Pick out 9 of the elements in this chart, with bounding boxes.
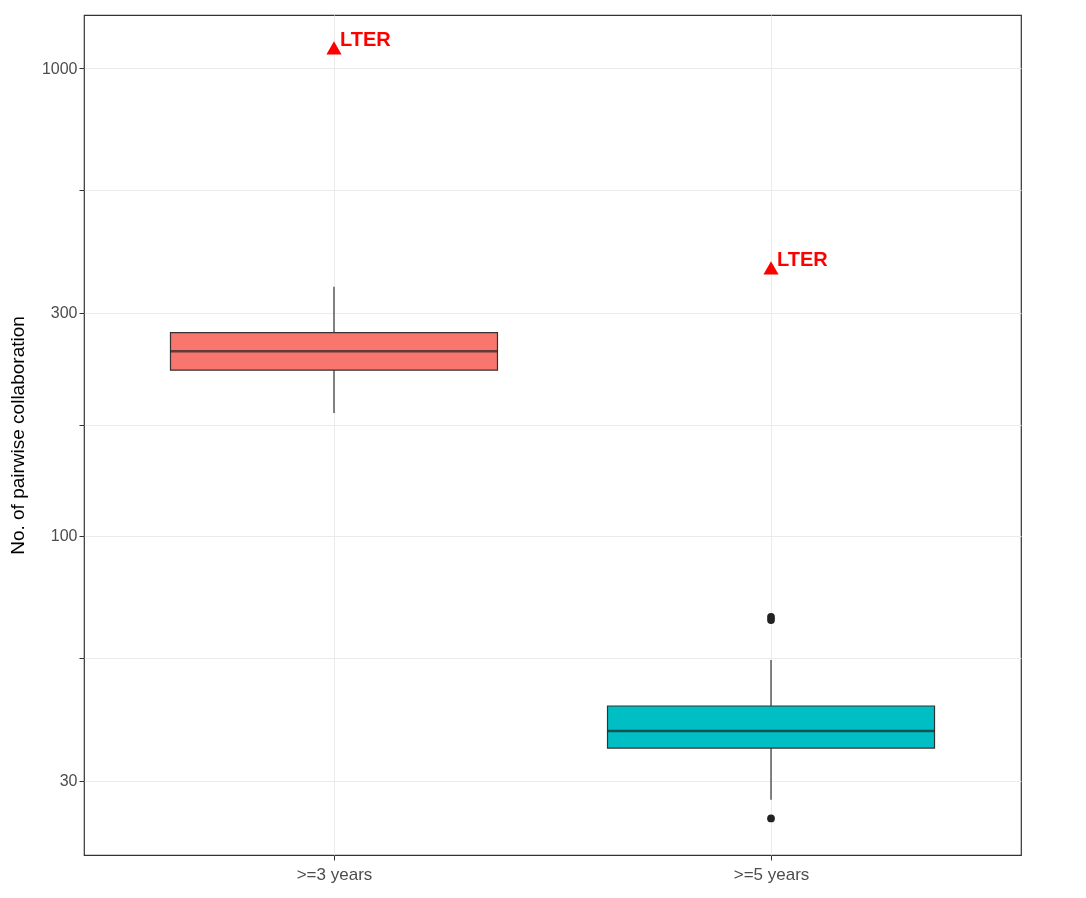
y-tick-label: 300 [50,304,78,322]
y-axis-title: No. of pairwise collaboration [6,316,28,555]
y-tick-label: 30 [59,772,78,790]
x-tick-label: >=5 years [733,864,810,884]
series-label: LTER [339,27,392,50]
y-tick-label: 1000 [41,59,78,77]
x-tick-label: >=3 years [296,864,373,884]
y-tick-label: 100 [50,527,78,545]
text: LTER [777,247,828,270]
